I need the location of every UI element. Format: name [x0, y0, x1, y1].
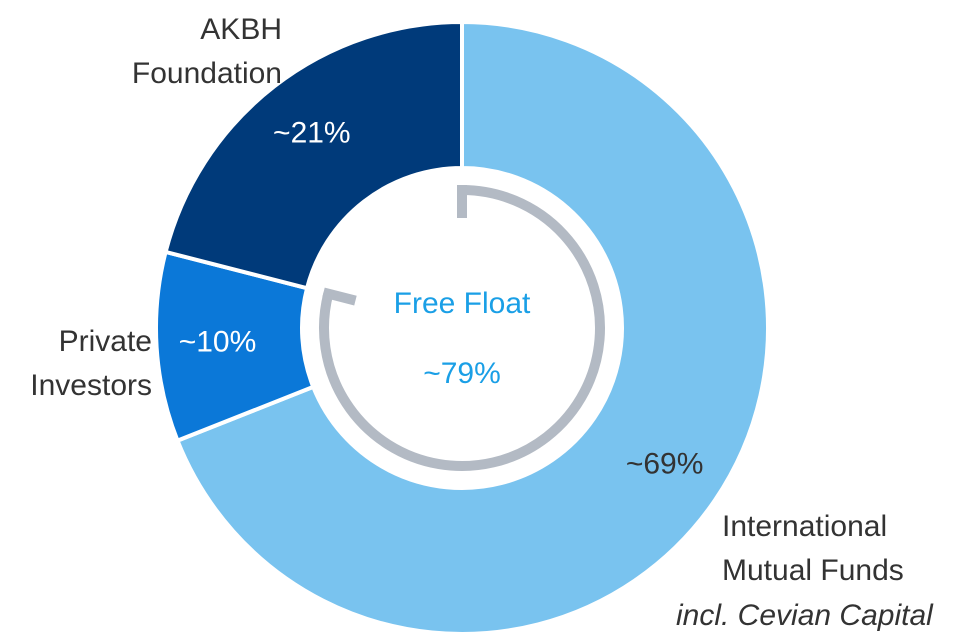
value-label: ~10% [179, 325, 257, 358]
center-label: Free Float [394, 287, 531, 320]
center-value: ~79% [423, 357, 501, 390]
value-label: ~69% [626, 448, 704, 481]
free-float-arc [319, 185, 605, 471]
category-label: Private Investors [30, 325, 152, 402]
category-label: AKBH Foundation [131, 13, 282, 90]
category-label: International Mutual Funds [722, 510, 904, 587]
free-float-tick [322, 287, 357, 306]
annotation: incl. Cevian Capital [676, 599, 933, 632]
value-label: ~21% [273, 116, 351, 149]
donut-segment [174, 19, 770, 636]
donut-segment [163, 19, 464, 291]
